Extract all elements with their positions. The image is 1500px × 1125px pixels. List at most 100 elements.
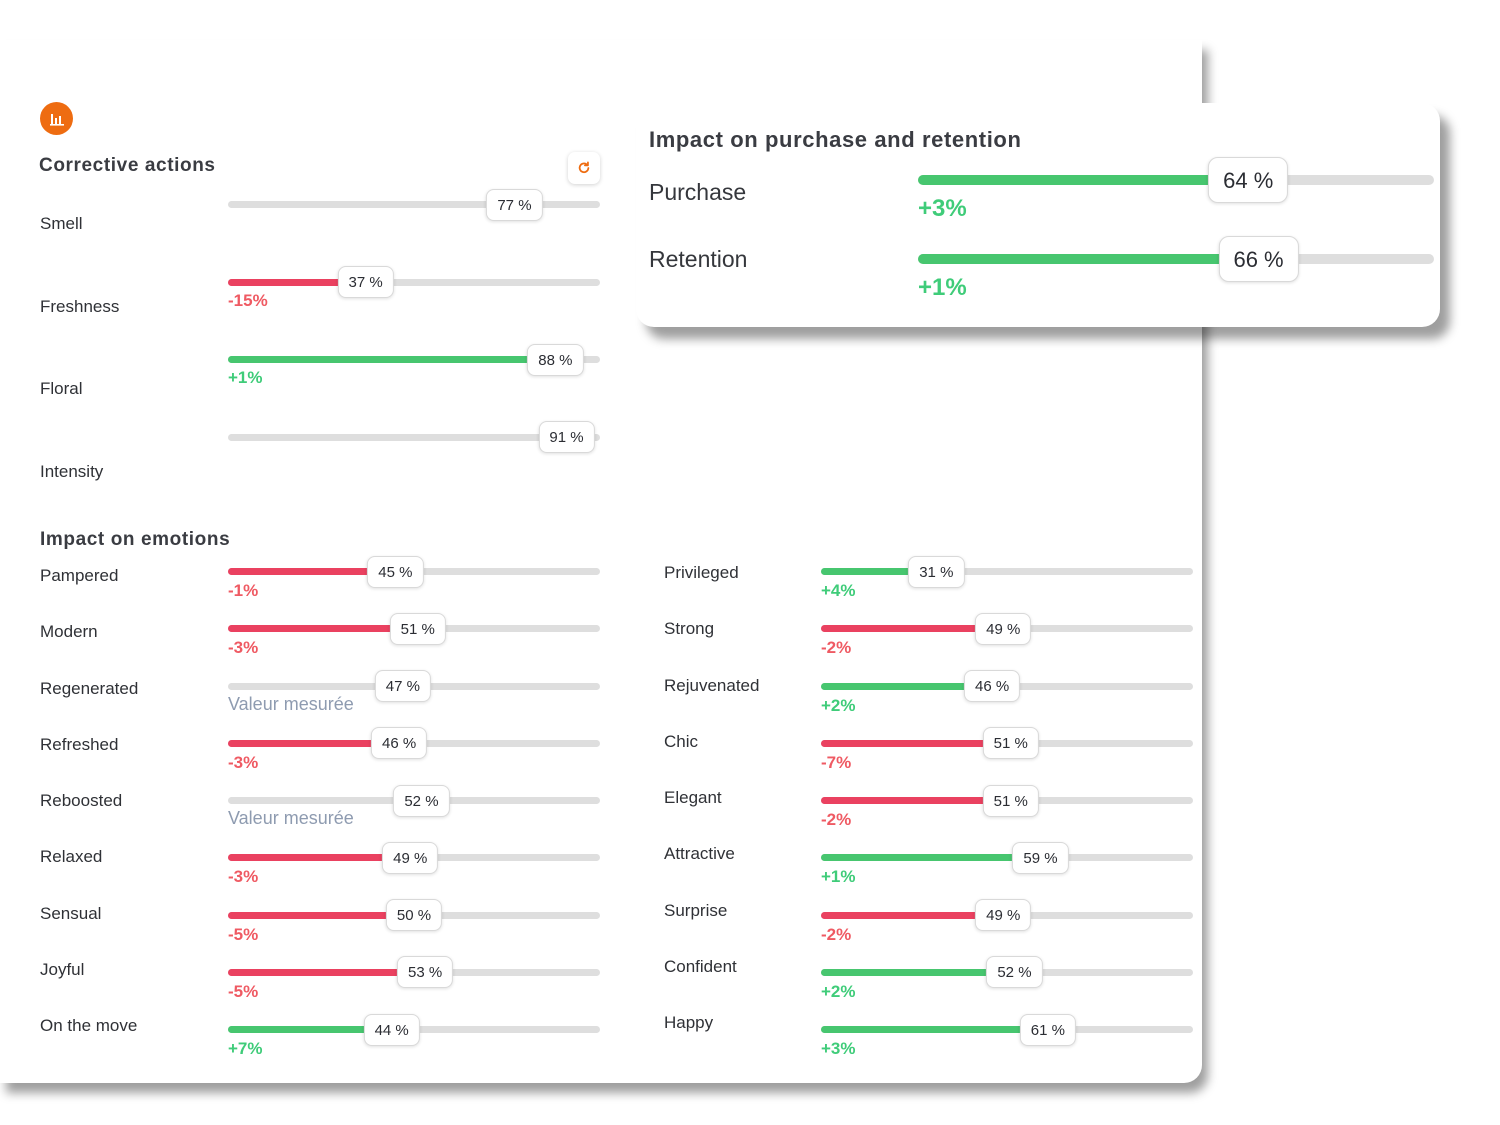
slider-fill xyxy=(228,356,556,363)
slider-regenerated[interactable]: 47 % xyxy=(228,670,600,702)
value-badge: 66 % xyxy=(1218,236,1299,282)
slider-relaxed[interactable]: 49 % xyxy=(228,841,600,874)
label-confident: Confident xyxy=(664,956,737,976)
value-badge: 77 % xyxy=(486,188,543,221)
delta-sensual: -5% xyxy=(228,924,259,944)
label-chic: Chic xyxy=(664,731,699,751)
delta-modern: -3% xyxy=(228,638,259,658)
delta-pampered: -1% xyxy=(228,581,259,600)
delta-privileged: +4% xyxy=(821,581,856,600)
slider-strong[interactable]: 49 % xyxy=(821,612,1193,645)
delta-freshness: -15% xyxy=(228,290,268,310)
logo-badge xyxy=(40,102,73,135)
slider-confident[interactable]: 52 % xyxy=(821,956,1193,989)
slider-chic[interactable]: 51 % xyxy=(821,727,1193,760)
slider-elegant[interactable]: 51 % xyxy=(821,784,1193,817)
label-reboosted: Reboosted xyxy=(40,791,123,810)
slider-intensity[interactable]: 91 % xyxy=(228,421,600,453)
delta-rejuvenated: +2% xyxy=(821,695,856,715)
slider-rejuvenated[interactable]: 46 % xyxy=(821,670,1193,702)
value-badge: 51 % xyxy=(389,612,446,645)
slider-fill xyxy=(228,625,418,633)
delta-purchase: +3% xyxy=(918,195,967,222)
label-purchase: Purchase xyxy=(649,179,747,205)
slider-surprise[interactable]: 49 % xyxy=(821,899,1193,931)
delta-strong: -2% xyxy=(821,638,852,658)
slider-retention[interactable]: 66 % xyxy=(918,236,1434,282)
label-privileged: Privileged xyxy=(664,563,739,582)
delta-surprise: -2% xyxy=(821,924,852,944)
label-happy: Happy xyxy=(664,1013,714,1032)
label-strong: Strong xyxy=(664,619,715,639)
slider-happy[interactable]: 61 % xyxy=(821,1013,1193,1046)
slider-fill xyxy=(821,568,937,575)
value-badge: 46 % xyxy=(371,727,428,760)
delta-happy: +3% xyxy=(821,1039,856,1058)
slider-fill xyxy=(228,911,414,919)
slider-sensual[interactable]: 50 % xyxy=(228,899,600,931)
label-relaxed: Relaxed xyxy=(40,847,103,867)
slider-fill xyxy=(228,968,426,976)
slider-privileged[interactable]: 31 % xyxy=(821,555,1193,588)
slider-fill xyxy=(821,911,1004,919)
value-badge: 59 % xyxy=(1012,841,1069,874)
value-badge: 37 % xyxy=(337,266,394,298)
slider-fill xyxy=(821,1026,1048,1033)
value-badge: 45 % xyxy=(367,555,424,588)
value-badge: 64 % xyxy=(1208,157,1289,203)
value-badge: 52 % xyxy=(393,784,450,817)
slider-refreshed[interactable]: 46 % xyxy=(228,727,600,760)
slider-fill xyxy=(918,254,1259,264)
slider-reboosted[interactable]: 52 % xyxy=(228,784,600,817)
slider-attractive[interactable]: 59 % xyxy=(821,841,1193,874)
slider-pampered[interactable]: 45 % xyxy=(228,555,600,588)
value-badge: 49 % xyxy=(975,899,1032,931)
slider-fill xyxy=(821,797,1011,804)
value-badge: 53 % xyxy=(397,956,454,989)
value-badge: 47 % xyxy=(374,670,431,702)
label-attractive: Attractive xyxy=(664,844,735,864)
purchase-retention-card: Impact on purchase and retention Purchas… xyxy=(636,103,1440,327)
label-surprise: Surprise xyxy=(664,900,728,920)
label-on-the-move: On the move xyxy=(40,1016,138,1035)
delta-floral: +1% xyxy=(228,368,263,387)
refresh-icon xyxy=(578,161,590,174)
slider-smell[interactable]: 77 % xyxy=(228,188,600,221)
label-freshness: Freshness xyxy=(40,296,120,316)
slider-fill xyxy=(228,568,396,575)
purchase-retention-title: Impact on purchase and retention xyxy=(649,127,1022,152)
value-badge: 88 % xyxy=(527,343,584,376)
value-badge: 51 % xyxy=(982,727,1039,760)
value-badge: 49 % xyxy=(382,841,439,874)
slider-joyful[interactable]: 53 % xyxy=(228,956,600,989)
value-badge: 31 % xyxy=(908,555,965,588)
label-elegant: Elegant xyxy=(664,788,722,807)
value-badge: 44 % xyxy=(363,1013,420,1046)
measured-value-note: Valeur mesurée xyxy=(228,808,354,828)
label-joyful: Joyful xyxy=(40,959,85,979)
slider-modern[interactable]: 51 % xyxy=(228,612,600,645)
slider-freshness[interactable]: 37 % xyxy=(228,266,600,298)
slider-fill xyxy=(228,278,366,286)
delta-relaxed: -3% xyxy=(228,867,259,887)
label-regenerated: Regenerated xyxy=(40,678,139,698)
slider-fill xyxy=(228,1026,392,1033)
slider-fill xyxy=(821,739,1011,747)
label-refreshed: Refreshed xyxy=(40,734,119,754)
delta-confident: +2% xyxy=(821,981,856,1001)
value-badge: 50 % xyxy=(385,899,443,931)
slider-floral[interactable]: 88 % xyxy=(228,343,600,376)
value-badge: 52 % xyxy=(986,956,1043,989)
delta-retention: +1% xyxy=(918,274,967,301)
slider-fill xyxy=(821,968,1015,976)
value-badge: 49 % xyxy=(975,612,1032,645)
value-badge: 61 % xyxy=(1019,1013,1077,1046)
emotions-title: Impact on emotions xyxy=(40,529,231,550)
refresh-button[interactable] xyxy=(568,152,600,184)
label-intensity: Intensity xyxy=(40,461,104,481)
slider-on-the-move[interactable]: 44 % xyxy=(228,1013,600,1046)
corrective-actions-title: Corrective actions xyxy=(39,155,216,176)
value-badge: 91 % xyxy=(538,421,595,453)
delta-chic: -7% xyxy=(821,752,852,772)
slider-purchase[interactable]: 64 % xyxy=(918,157,1434,203)
